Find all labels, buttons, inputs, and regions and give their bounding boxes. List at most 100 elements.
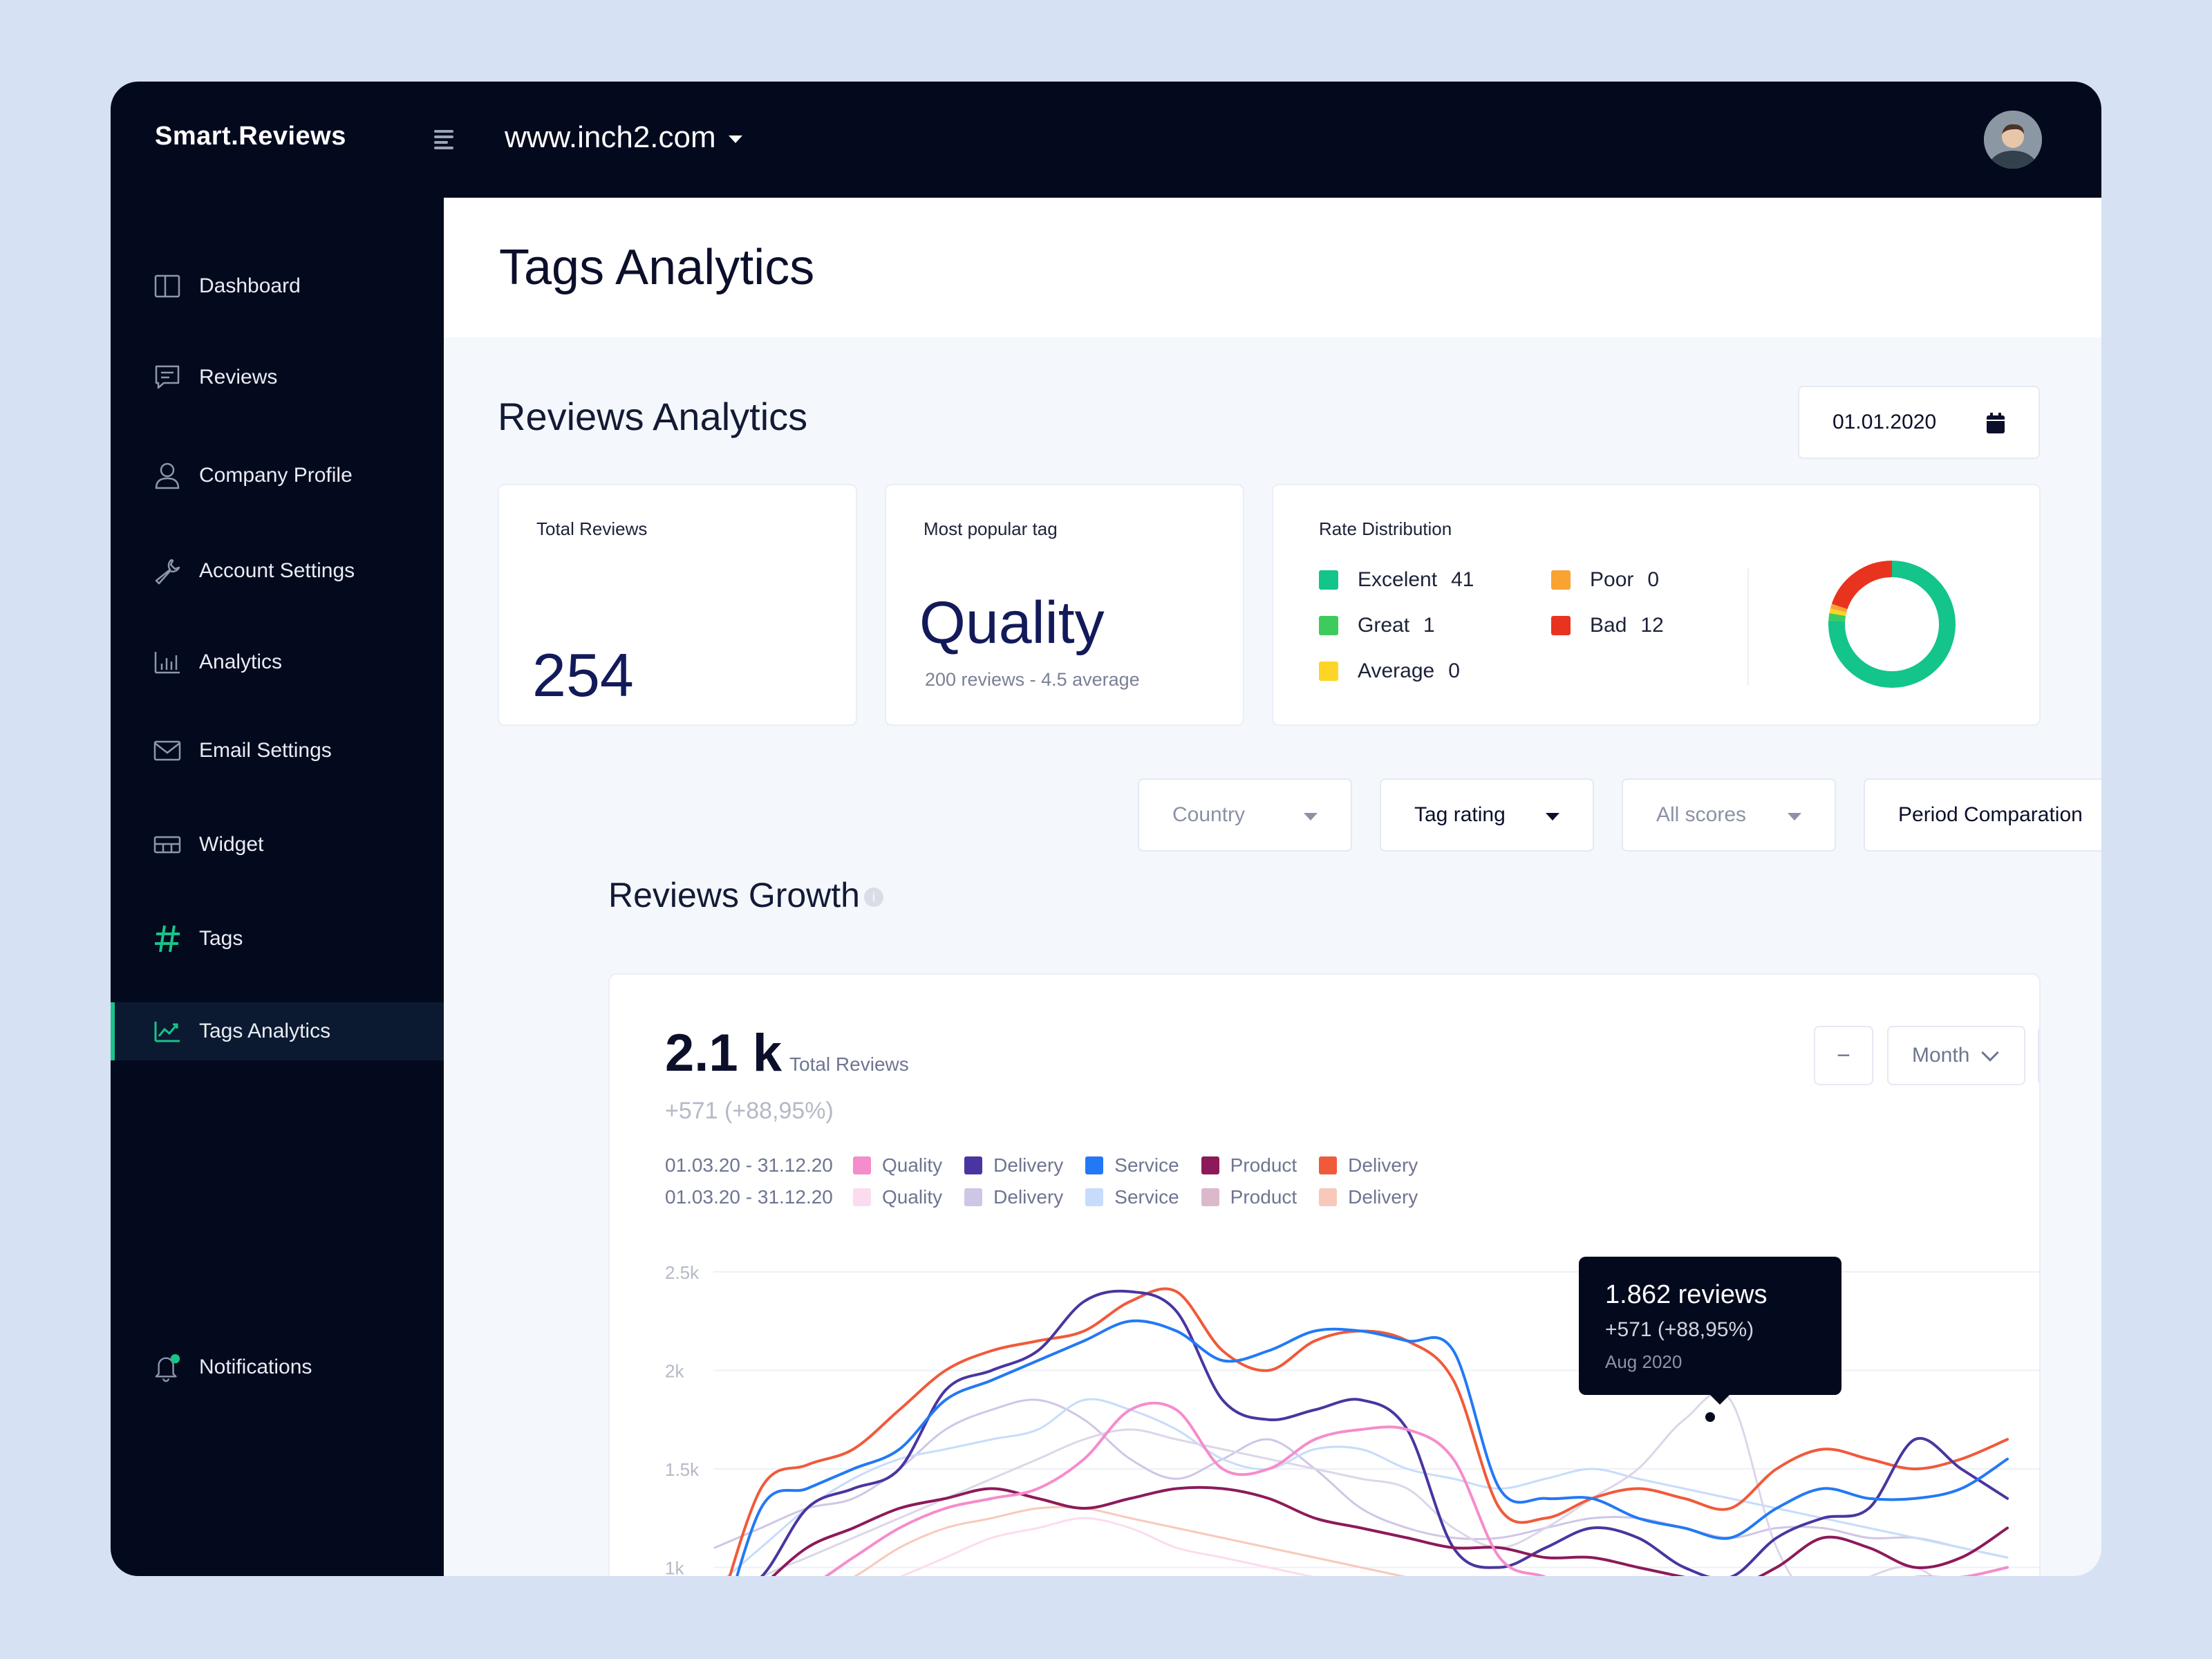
all-scores-filter-label: All scores	[1656, 803, 1747, 826]
y-tick-label: 2.5k	[665, 1262, 700, 1283]
y-tick-label: 1.5k	[665, 1459, 700, 1480]
rate-bad: Bad 12	[1551, 614, 1664, 637]
sidebar-item-label: Company Profile	[199, 464, 353, 487]
legend-item[interactable]: Delivery	[1319, 1154, 1418, 1177]
mail-icon	[153, 737, 181, 765]
series-line-delivery[interactable]	[715, 1506, 2007, 1576]
sidebar-item-tags-analytics[interactable]: Tags Analytics	[111, 1002, 444, 1060]
legend-item[interactable]: Product	[1201, 1154, 1297, 1177]
rate-excelent: Excelent 41	[1319, 568, 1474, 592]
growth-chart-card: 2.1 k Total Reviews +571 (+88,95%) − Mon…	[608, 973, 2041, 1576]
rate-average: Average 0	[1319, 659, 1460, 683]
brand-logo[interactable]: Smart.Reviews	[155, 122, 346, 151]
sidebar-item-label: Account Settings	[199, 559, 355, 582]
y-tick-label: 1k	[665, 1558, 684, 1577]
sidebar-item-reviews[interactable]: Reviews	[111, 348, 444, 406]
period-comparation-filter-label: Period Comparation	[1898, 803, 2083, 826]
trend-icon	[153, 1018, 181, 1045]
popular-tag-value: Quality	[919, 590, 1105, 656]
series-line-service[interactable]	[715, 1398, 2009, 1576]
total-reviews-card: Total Reviews 254	[498, 484, 857, 726]
sidebar-item-dashboard[interactable]: Dashboard	[111, 257, 444, 315]
series-line-quality[interactable]	[715, 1391, 2007, 1576]
series-line-product[interactable]	[715, 1485, 2009, 1576]
date-picker[interactable]: 01.01.2020	[1798, 386, 2040, 459]
legend-item[interactable]: Delivery	[1319, 1186, 1418, 1208]
tooltip-delta: +571 (+88,95%)	[1605, 1318, 1754, 1341]
sidebar-item-notifications[interactable]: Notifications	[111, 1338, 444, 1396]
sidebar-item-label: Notifications	[199, 1356, 312, 1378]
granularity-select[interactable]: Month	[1887, 1026, 2025, 1085]
sidebar-item-tags[interactable]: Tags	[111, 910, 444, 968]
tooltip-period: Aug 2020	[1605, 1351, 1683, 1372]
legend-item[interactable]: Service	[1085, 1186, 1179, 1208]
legend-row-a: 01.03.20 - 31.12.20 Quality Delivery Ser…	[665, 1154, 1440, 1177]
legend-row-b: 01.03.20 - 31.12.20 Quality Delivery Ser…	[665, 1186, 1440, 1208]
top-bar: Smart.Reviews www.inch2.com	[111, 82, 2101, 198]
divider	[1747, 568, 1749, 686]
kpi-delta: +571 (+88,95%)	[665, 1098, 834, 1124]
site-name: www.inch2.com	[505, 120, 716, 154]
hover-point[interactable]	[1705, 1412, 1715, 1422]
sidebar-item-label: Widget	[199, 833, 264, 856]
bar-chart-icon	[153, 648, 181, 676]
legend-item[interactable]: Delivery	[964, 1154, 1063, 1177]
legend-item[interactable]: Service	[1085, 1154, 1179, 1177]
reviews-growth-title: Reviews Growth	[608, 876, 860, 915]
reviews-icon	[153, 364, 181, 391]
page-title: Tags Analytics	[499, 240, 815, 295]
legend-item[interactable]: Quality	[853, 1154, 942, 1177]
tag-rating-filter-label: Tag rating	[1414, 803, 1506, 826]
rate-great: Great 1	[1319, 614, 1435, 637]
period-comparation-filter[interactable]: Period Comparation	[1864, 778, 2101, 852]
tooltip-value: 1.862 reviews	[1605, 1280, 1768, 1309]
rate-poor: Poor 0	[1551, 568, 1659, 592]
all-scores-filter[interactable]: All scores	[1622, 778, 1836, 852]
dashboard-icon	[153, 272, 181, 300]
sidebar: Dashboard Reviews Company Profile Accoun…	[111, 198, 444, 1576]
info-icon[interactable]: i	[864, 888, 883, 907]
popular-tag-stats: 200 reviews - 4.5 average	[925, 669, 1140, 690]
legend-item[interactable]: Product	[1201, 1186, 1297, 1208]
sidebar-item-label: Tags	[199, 927, 243, 950]
reviews-analytics-title: Reviews Analytics	[498, 395, 808, 438]
granularity-value: Month	[1912, 1044, 1970, 1067]
country-filter[interactable]: Country	[1138, 778, 1352, 852]
wrench-icon	[153, 557, 181, 585]
series-line-delivery[interactable]	[713, 1398, 2009, 1559]
series-line-service[interactable]	[715, 1319, 2009, 1576]
series-line-quality[interactable]	[715, 1401, 2009, 1576]
total-reviews-value: 254	[532, 641, 634, 709]
caret-down-icon	[1304, 813, 1318, 821]
sidebar-item-analytics[interactable]: Analytics	[111, 633, 444, 691]
calendar-icon[interactable]	[1986, 412, 2005, 434]
sidebar-item-label: Tags Analytics	[199, 1020, 331, 1042]
legend-item[interactable]: Quality	[853, 1186, 942, 1208]
site-selector[interactable]: www.inch2.com	[505, 120, 742, 155]
popular-tag-label: Most popular tag	[924, 518, 1058, 539]
rate-distribution-card: Rate Distribution Excelent 41 Great 1 Av…	[1272, 484, 2041, 726]
rate-donut-chart	[1828, 561, 1956, 688]
legend-item[interactable]: Delivery	[964, 1186, 1063, 1208]
menu-toggle-icon[interactable]	[430, 126, 458, 153]
popular-tag-card: Most popular tag Quality 200 reviews - 4…	[885, 484, 1244, 726]
user-avatar[interactable]	[1984, 111, 2042, 169]
sidebar-item-label: Dashboard	[199, 274, 301, 297]
tag-rating-filter[interactable]: Tag rating	[1380, 778, 1594, 852]
sidebar-item-account-settings[interactable]: Account Settings	[111, 542, 444, 600]
sidebar-item-company-profile[interactable]: Company Profile	[111, 447, 444, 505]
sidebar-item-email-settings[interactable]: Email Settings	[111, 722, 444, 780]
sidebar-item-widget[interactable]: Widget	[111, 816, 444, 874]
caret-down-icon	[728, 135, 742, 143]
zoom-out-button[interactable]: −	[1814, 1026, 1873, 1085]
sidebar-item-label: Reviews	[199, 366, 278, 388]
chart-tooltip: 1.862 reviews +571 (+88,95%) Aug 2020	[1579, 1257, 1841, 1405]
series-line-quality[interactable]	[715, 1517, 2007, 1576]
user-icon	[153, 462, 181, 489]
sidebar-item-label: Analytics	[199, 650, 283, 673]
caret-down-icon	[1788, 813, 1801, 821]
app-window: Smart.Reviews www.inch2.com Dashboa	[111, 82, 2101, 1576]
country-filter-label: Country	[1172, 803, 1246, 826]
kpi-value: 2.1 k	[665, 1024, 782, 1082]
kpi-label: Total Reviews	[789, 1053, 909, 1075]
